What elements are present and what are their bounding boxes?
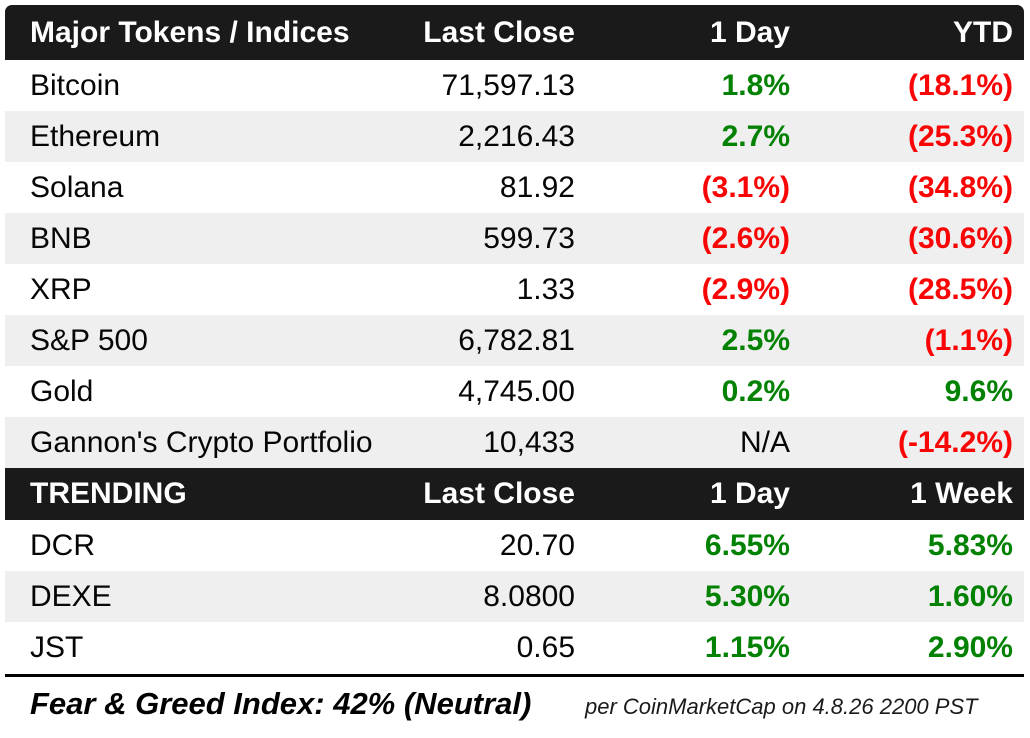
asset-name-cell: DCR <box>30 528 95 562</box>
table-row-solana: Solana 81.92 (3.1%) (34.8%) <box>5 162 1024 213</box>
attribution-label: per CoinMarketCap on 4.8.26 2200 PST <box>585 694 978 719</box>
asset-name-cell: XRP <box>30 272 92 306</box>
table-row-sp500: S&P 500 6,782.81 2.5% (1.1%) <box>5 315 1024 366</box>
last-close-cell: 8.0800 <box>360 571 586 622</box>
asset-name-cell: Bitcoin <box>30 68 121 102</box>
header-major-tokens-indices: Major Tokens / Indices <box>5 5 360 60</box>
header-trending: TRENDING <box>5 468 360 520</box>
asset-name-cell: Gannon's Crypto Portfolio <box>5 417 373 468</box>
header-last-close: Last Close <box>360 5 586 60</box>
footer: Fear & Greed Index: 42% (Neutral) per Co… <box>5 677 1024 733</box>
last-close-cell: 0.65 <box>516 630 575 664</box>
asset-name-cell: S&P 500 <box>5 315 360 366</box>
one-day-cell: 2.5% <box>586 315 801 366</box>
table-row-dexe: DEXE 8.0800 5.30% 1.60% <box>5 571 1024 622</box>
fear-greed-index-label: Fear & Greed Index: 42% (Neutral) <box>30 686 532 721</box>
header-one-day: 1 Day <box>586 468 801 520</box>
one-week-cell: 2.90% <box>927 630 1013 664</box>
ytd-cell: (34.8%) <box>907 170 1013 204</box>
last-close-cell: 1.33 <box>516 272 575 306</box>
last-close-cell: 81.92 <box>499 170 575 204</box>
ytd-cell: (28.5%) <box>907 272 1013 306</box>
asset-name-cell: Ethereum <box>5 111 360 162</box>
ytd-cell: (-14.2%) <box>801 417 1024 468</box>
header-last-close: Last Close <box>360 468 586 520</box>
one-day-cell: 1.15% <box>704 630 790 664</box>
one-day-cell: (2.6%) <box>586 213 801 264</box>
table-row-bitcoin: Bitcoin 71,597.13 1.8% (18.1%) <box>5 60 1024 111</box>
header-one-day: 1 Day <box>586 5 801 60</box>
ytd-cell: (30.6%) <box>801 213 1024 264</box>
table-row-gannon-portfolio: Gannon's Crypto Portfolio 10,433 N/A (-1… <box>5 417 1024 468</box>
one-day-cell: (3.1%) <box>701 170 790 204</box>
table-row-gold: Gold 4,745.00 0.2% 9.6% <box>5 366 1024 417</box>
one-week-cell: 5.83% <box>927 528 1013 562</box>
one-day-cell: 2.7% <box>586 111 801 162</box>
one-day-cell: N/A <box>586 417 801 468</box>
last-close-cell: 20.70 <box>499 528 575 562</box>
last-close-cell: 4,745.00 <box>458 374 575 408</box>
header-ytd: YTD <box>801 5 1024 60</box>
one-day-cell: 5.30% <box>586 571 801 622</box>
ytd-cell: (25.3%) <box>801 111 1024 162</box>
header-one-week: 1 Week <box>801 468 1024 520</box>
one-day-cell: (2.9%) <box>701 272 790 306</box>
asset-name-cell: BNB <box>5 213 360 264</box>
last-close-cell: 10,433 <box>360 417 586 468</box>
last-close-cell: 71,597.13 <box>441 68 575 102</box>
trending-header-row: TRENDING Last Close 1 Day 1 Week <box>5 468 1024 520</box>
footer-divider <box>5 674 1024 677</box>
one-week-cell: 1.60% <box>801 571 1024 622</box>
ytd-cell: (1.1%) <box>801 315 1024 366</box>
trending-table: TRENDING Last Close 1 Day 1 Week DCR 20.… <box>5 468 1024 673</box>
last-close-cell: 599.73 <box>360 213 586 264</box>
asset-name-cell: Solana <box>30 170 124 204</box>
table-row-jst: JST 0.65 1.15% 2.90% <box>5 622 1024 673</box>
ytd-cell: 9.6% <box>944 374 1013 408</box>
last-close-cell: 6,782.81 <box>360 315 586 366</box>
major-header-row: Major Tokens / Indices Last Close 1 Day … <box>5 5 1024 60</box>
one-day-cell: 6.55% <box>704 528 790 562</box>
table-row-xrp: XRP 1.33 (2.9%) (28.5%) <box>5 264 1024 315</box>
major-tokens-table: Major Tokens / Indices Last Close 1 Day … <box>5 5 1024 468</box>
one-day-cell: 1.8% <box>721 68 790 102</box>
table-row-dcr: DCR 20.70 6.55% 5.83% <box>5 520 1024 571</box>
asset-name-cell: JST <box>30 630 84 664</box>
table-row-ethereum: Ethereum 2,216.43 2.7% (25.3%) <box>5 111 1024 162</box>
table-row-bnb: BNB 599.73 (2.6%) (30.6%) <box>5 213 1024 264</box>
asset-name-cell: DEXE <box>5 571 360 622</box>
last-close-cell: 2,216.43 <box>360 111 586 162</box>
ytd-cell: (18.1%) <box>907 68 1013 102</box>
one-day-cell: 0.2% <box>721 374 790 408</box>
asset-name-cell: Gold <box>30 374 94 408</box>
